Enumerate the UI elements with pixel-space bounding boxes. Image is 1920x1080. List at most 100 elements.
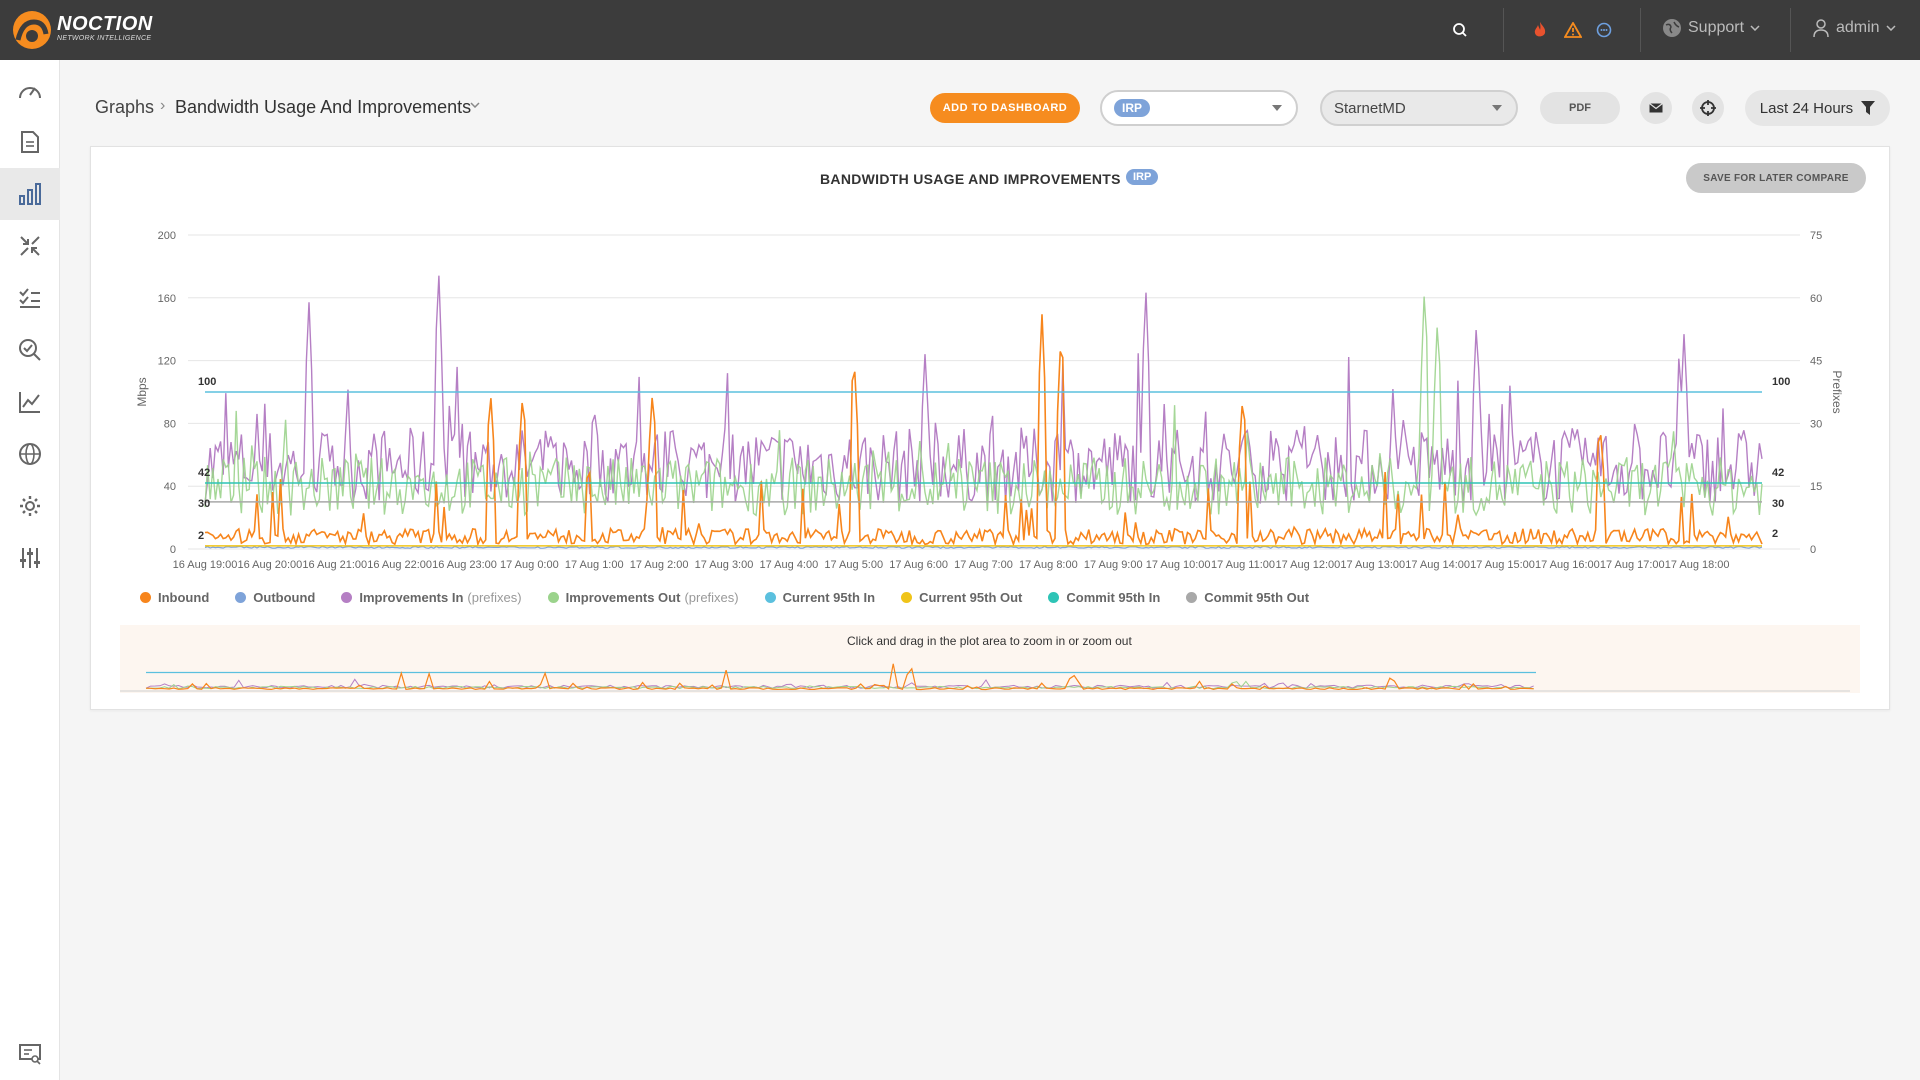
legend-label: Commit 95th Out	[1204, 590, 1310, 605]
x-tick-label: 16 Aug 22:00	[367, 559, 432, 571]
chat-icon[interactable]	[1594, 20, 1614, 40]
y2-tick-label: 75	[1810, 230, 1822, 242]
legend-label: Commit 95th In	[1066, 590, 1161, 605]
legend-item[interactable]: Current 95th In	[764, 590, 875, 605]
user-label: admin	[1836, 19, 1880, 36]
y-axis-title: Mbps	[135, 377, 149, 406]
search-icon[interactable]	[1450, 20, 1470, 40]
legend-suffix: (prefixes)	[467, 590, 522, 605]
reference-label-right: 2	[1772, 528, 1778, 540]
network-icon	[19, 443, 41, 465]
crosshair-icon	[1700, 100, 1716, 116]
navigator-hint: Click and drag in the plot area to zoom …	[847, 634, 1132, 648]
series-inbound	[204, 314, 1763, 548]
email-button[interactable]	[1640, 92, 1672, 124]
noction-logo[interactable]	[12, 10, 52, 50]
sidebar-item-analysis[interactable]	[0, 324, 60, 376]
sidebar-item-tasks[interactable]	[0, 272, 60, 324]
target-button[interactable]	[1692, 92, 1724, 124]
chart-legend: Inbound Outbound Improvements In (prefixes)…	[140, 590, 1309, 605]
legend-item[interactable]: Current 95th Out	[901, 590, 1022, 605]
reference-label-left: 100	[198, 376, 216, 388]
settings-icon	[20, 496, 40, 516]
brand-tagline: NETWORK INTELLIGENCE	[57, 35, 152, 42]
legend-label: Current 95th Out	[919, 590, 1023, 605]
divider	[1790, 8, 1791, 52]
x-tick-label: 17 Aug 2:00	[630, 559, 689, 571]
x-tick-label: 16 Aug 21:00	[302, 559, 367, 571]
support-menu[interactable]: Support	[1662, 18, 1760, 38]
legend-item[interactable]: Inbound	[140, 590, 209, 605]
reference-label-right: 42	[1772, 467, 1784, 479]
dropdown-arrow-icon	[1272, 105, 1282, 111]
sidebar-item-dashboard[interactable]	[0, 64, 60, 116]
legend-item[interactable]: Outbound	[235, 590, 315, 605]
chart-series	[204, 275, 1763, 549]
sidebar-item-console[interactable]	[0, 1028, 60, 1080]
y-tick-label: 40	[164, 481, 176, 493]
sidebar-item-improvements[interactable]	[0, 220, 60, 272]
envelope-icon	[1649, 103, 1663, 113]
time-range-button[interactable]: Last 24 Hours	[1745, 90, 1890, 126]
search-analysis-icon	[19, 339, 41, 361]
user-icon	[1813, 19, 1829, 38]
y-tick-label: 80	[164, 418, 176, 430]
tag-select[interactable]: IRP	[1100, 90, 1298, 126]
user-menu[interactable]: admin	[1812, 18, 1896, 38]
chevron-down-icon[interactable]	[470, 102, 480, 108]
site-select[interactable]: StarnetMD	[1320, 90, 1518, 126]
legend-item[interactable]: Improvements Out (prefixes)	[547, 590, 739, 605]
x-tick-label: 16 Aug 19:00	[173, 559, 238, 571]
legend-marker	[235, 592, 247, 603]
sidebar-item-tuning[interactable]	[0, 532, 60, 584]
y-tick-label: 0	[170, 544, 176, 556]
legend-marker	[901, 592, 913, 603]
warning-icon[interactable]	[1563, 20, 1583, 40]
top-bar: NOCTION NETWORK INTELLIGENCE Support adm…	[0, 0, 1920, 60]
legend-marker	[1186, 592, 1198, 603]
brand-name: NOCTION	[57, 13, 153, 35]
x-tick-label: 17 Aug 14:00	[1405, 559, 1470, 571]
y-tick-label: 160	[158, 293, 176, 305]
legend-item[interactable]: Commit 95th Out	[1186, 590, 1309, 605]
y2-tick-label: 15	[1810, 481, 1822, 493]
legend-label: Outbound	[253, 590, 316, 605]
chart-axes: 0 0 40 15 80 30 120 45 160 60 200 75 Mbps Prefixes 16 …	[135, 230, 1844, 571]
x-tick-label: 17 Aug 6:00	[889, 559, 948, 571]
sidebar-item-graphs[interactable]	[0, 168, 60, 220]
navigator-area[interactable]	[120, 625, 1860, 693]
chart-tag: IRP	[1126, 169, 1159, 185]
navigator-background	[120, 625, 1860, 693]
legend-marker	[140, 592, 151, 603]
sidebar-item-settings[interactable]	[0, 480, 60, 532]
chart-reference-lines: 100 42 30 2 100 42 30 2	[198, 376, 1790, 547]
legend-item[interactable]: Commit 95th In	[1048, 590, 1160, 605]
x-tick-label: 17 Aug 1:00	[565, 559, 624, 571]
page-title: Bandwidth Usage And Improvements	[175, 97, 472, 117]
legend-label: Improvements In	[359, 590, 464, 605]
legend-marker	[341, 592, 353, 603]
tasks-icon	[19, 288, 40, 308]
legend-suffix: (prefixes)	[684, 590, 739, 605]
breadcrumb-root[interactable]: Graphs	[95, 97, 155, 117]
y-tick-label: 200	[158, 230, 176, 242]
pdf-button[interactable]: PDF	[1540, 92, 1620, 124]
x-tick-label: 17 Aug 4:00	[760, 559, 819, 571]
sidebar-item-reports[interactable]	[0, 116, 60, 168]
sidebar-item-stats[interactable]	[0, 376, 60, 428]
fire-icon[interactable]	[1530, 20, 1550, 40]
chevron-down-icon	[1750, 25, 1760, 31]
breadcrumb-separator-icon: ›	[160, 97, 166, 114]
dashboard-icon	[19, 87, 41, 99]
chart-title: BANDWIDTH USAGE AND IMPROVEMENTS	[820, 171, 1121, 187]
legend-label: Inbound	[158, 590, 210, 605]
stats-icon	[19, 392, 40, 413]
legend-item[interactable]: Improvements In (prefixes)	[341, 590, 522, 605]
y2-tick-label: 60	[1810, 293, 1822, 305]
graphs-icon	[19, 183, 41, 205]
add-to-dashboard-button[interactable]: ADD TO DASHBOARD	[930, 93, 1080, 123]
sidebar-item-network[interactable]	[0, 428, 60, 480]
save-for-later-compare-button[interactable]: SAVE FOR LATER COMPARE	[1686, 163, 1866, 193]
series-outbound	[204, 545, 1763, 549]
